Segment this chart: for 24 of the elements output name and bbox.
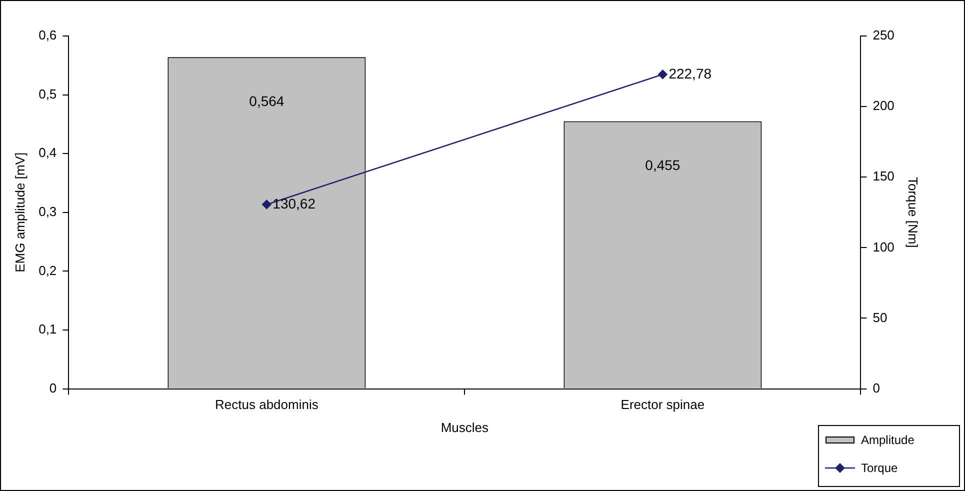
- x-tick-label: Rectus abdominis: [215, 397, 319, 412]
- y-tick-label: 0,3: [38, 204, 57, 219]
- y2-tick-label: 250: [872, 28, 894, 43]
- y2-tick-label: 0: [872, 380, 880, 396]
- data-label: 222,78: [668, 65, 712, 82]
- y-tick-label: 0,4: [38, 145, 57, 160]
- y-tick-label: 0,6: [38, 28, 57, 43]
- legend-label: Amplitude: [861, 433, 914, 447]
- data-label: 130,62: [272, 195, 316, 212]
- data-label: 0,564: [249, 93, 284, 110]
- y2-axis-title: Torque [Nm]: [906, 176, 921, 248]
- y2-tick-label: 150: [872, 168, 894, 184]
- y-tick-label: 0,5: [38, 86, 57, 102]
- data-label: 0,455: [645, 157, 680, 174]
- legend-label: Torque: [861, 461, 898, 475]
- y2-tick-label: 200: [872, 98, 894, 114]
- x-axis-title: Muscles: [440, 420, 490, 435]
- y-tick-label: 0,2: [38, 262, 57, 278]
- y2-tick-label: 100: [872, 239, 894, 254]
- y-tick-label: 0: [49, 380, 57, 396]
- y-axis-title: EMG amplitude [mV]: [12, 152, 28, 272]
- y2-tick-label: 50: [872, 310, 888, 325]
- x-tick-label: Erector spinae: [620, 397, 705, 412]
- y-tick-label: 0,1: [38, 322, 57, 337]
